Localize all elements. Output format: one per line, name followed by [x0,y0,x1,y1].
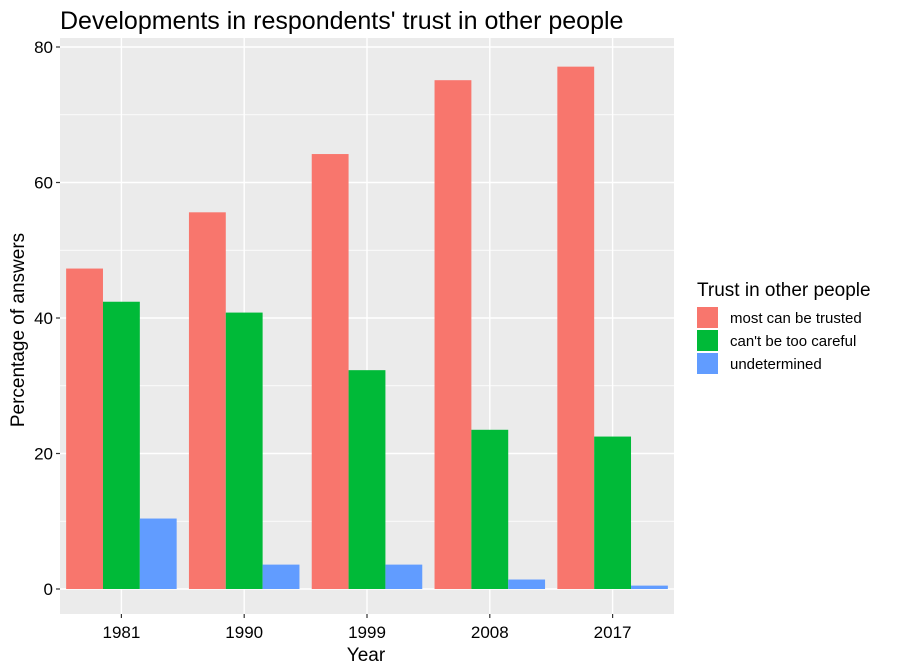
bar-1990-undetermined [262,564,300,589]
legend-key [697,307,718,328]
x-tick-label: 2008 [471,623,509,642]
bar-1999-can-t-be-too-careful [348,370,386,589]
y-tick-label: 20 [34,445,53,464]
bars [66,66,668,590]
bar-1981-undetermined [139,518,177,589]
bar-1981-can-t-be-too-careful [102,301,140,589]
legend-label: most can be trusted [730,310,862,327]
x-tick-label: 1990 [225,623,263,642]
legend-key [697,330,718,351]
x-axis: 1981 1990 1999 2008 2017 [102,614,632,642]
bar-1981-most-can-be-trusted [66,268,103,589]
legend-key [697,353,718,374]
y-tick-label: 40 [34,309,53,328]
legend-label: undetermined [730,356,822,373]
legend-label: can't be too careful [730,333,856,350]
x-tick-label: 1981 [102,623,140,642]
chart-title: Developments in respondents' trust in ot… [60,7,623,35]
x-axis-title: Year [347,645,386,666]
y-tick-label: 60 [34,174,53,193]
bar-2008-most-can-be-trusted [434,80,472,589]
x-tick-label: 2017 [594,623,632,642]
y-tick-label: 0 [44,580,53,599]
bar-1990-most-can-be-trusted [188,212,226,589]
bar-1999-undetermined [385,564,423,589]
bar-2017-most-can-be-trusted [557,66,595,589]
bar-1999-most-can-be-trusted [311,154,349,590]
y-tick-label: 80 [34,38,53,57]
y-axis: 0 20 40 60 80 [34,38,60,599]
legend-title: Trust in other people [697,280,871,301]
x-tick-label: 1999 [348,623,386,642]
bar-2017-undetermined [631,585,668,589]
bar-2008-undetermined [508,579,546,589]
y-axis-title: Percentage of answers [8,233,29,427]
bar-2017-can-t-be-too-careful [594,436,632,589]
bar-2008-can-t-be-too-careful [471,429,509,589]
legend: Trust in other people most can be truste… [697,280,871,374]
bar-1990-can-t-be-too-careful [225,312,263,589]
